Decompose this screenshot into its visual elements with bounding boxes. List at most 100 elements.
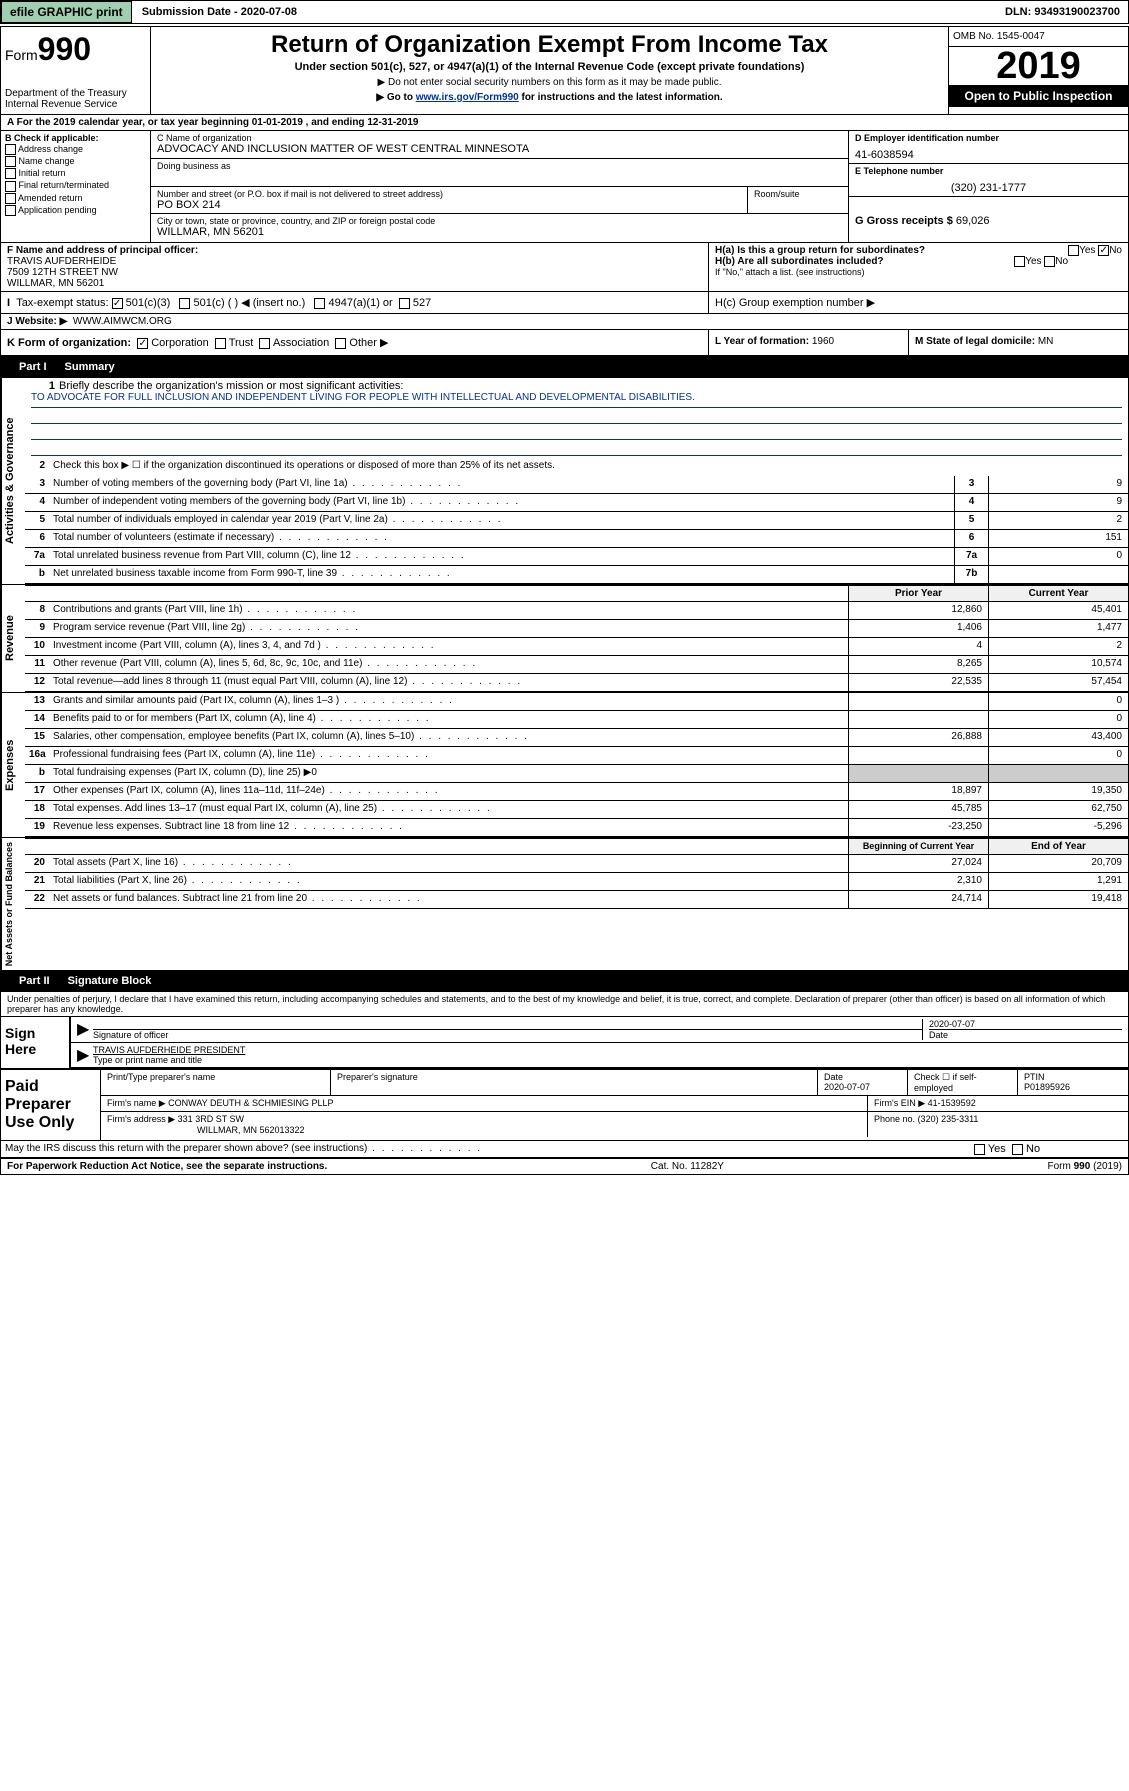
irs-link[interactable]: www.irs.gov/Form990 xyxy=(416,92,519,103)
dba-row: Doing business as xyxy=(151,159,848,187)
form-header: Form990 Department of the Treasury Inter… xyxy=(1,27,1128,115)
table-row: 20Total assets (Part X, line 16)27,02420… xyxy=(25,855,1128,873)
chk-final-return[interactable]: Final return/terminated xyxy=(5,180,146,191)
signature-arrow-icon: ▶ xyxy=(77,1019,93,1040)
mission-text: TO ADVOCATE FOR FULL INCLUSION AND INDEP… xyxy=(31,392,1122,408)
table-row: bTotal fundraising expenses (Part IX, co… xyxy=(25,765,1128,783)
hdr-current-year: Current Year xyxy=(988,586,1128,601)
submission-label: Submission Date - 2020-07-08 xyxy=(134,3,305,21)
table-row: 21Total liabilities (Part X, line 26)2,3… xyxy=(25,873,1128,891)
side-revenue: Revenue xyxy=(1,585,25,692)
chk-app-pending[interactable]: Application pending xyxy=(5,205,146,216)
dept-treasury: Department of the Treasury xyxy=(5,88,146,99)
mission-section: 1Briefly describe the organization's mis… xyxy=(25,378,1128,458)
table-row: 3Number of voting members of the governi… xyxy=(25,476,1128,494)
part1-header: Part ISummary xyxy=(1,356,1128,378)
table-row: 18Total expenses. Add lines 13–17 (must … xyxy=(25,801,1128,819)
discuss-with-preparer: May the IRS discuss this return with the… xyxy=(1,1141,968,1157)
table-row: bNet unrelated business taxable income f… xyxy=(25,566,1128,584)
pra-notice: For Paperwork Reduction Act Notice, see … xyxy=(7,1161,327,1172)
cat-no: Cat. No. 11282Y xyxy=(651,1161,724,1172)
hdr-end-year: End of Year xyxy=(988,839,1128,854)
preparer-name: Print/Type preparer's name xyxy=(101,1070,331,1095)
table-row: 16aProfessional fundraising fees (Part I… xyxy=(25,747,1128,765)
firm-ein: Firm's EIN ▶ 41-1539592 xyxy=(868,1096,1128,1111)
efile-button[interactable]: efile GRAPHIC print xyxy=(1,1,132,23)
chk-address-change[interactable]: Address change xyxy=(5,144,146,155)
side-expenses: Expenses xyxy=(1,693,25,837)
principal-officer: F Name and address of principal officer:… xyxy=(1,243,708,291)
firm-name: Firm's name ▶ CONWAY DEUTH & SCHMIESING … xyxy=(101,1096,868,1111)
tax-year: 2019 xyxy=(949,47,1128,85)
state-domicile: M State of legal domicile: MN xyxy=(908,330,1128,355)
year-formation: L Year of formation: 1960 xyxy=(708,330,908,355)
form-title: Return of Organization Exempt From Incom… xyxy=(155,31,944,59)
row-a-period: A For the 2019 calendar year, or tax yea… xyxy=(1,115,1128,131)
gross-receipts: G Gross receipts $ 69,026 xyxy=(849,197,1128,229)
table-row: 12Total revenue—add lines 8 through 11 (… xyxy=(25,674,1128,692)
form-number: Form990 xyxy=(5,31,146,68)
table-row: 13Grants and similar amounts paid (Part … xyxy=(25,693,1128,711)
table-row: 11Other revenue (Part VIII, column (A), … xyxy=(25,656,1128,674)
table-row: 14Benefits paid to or for members (Part … xyxy=(25,711,1128,729)
ptin: PTINP01895926 xyxy=(1018,1070,1128,1095)
section-b-checkboxes: B Check if applicable: Address change Na… xyxy=(1,131,151,242)
firm-address: Firm's address ▶ 331 3RD ST SWWILLMAR, M… xyxy=(101,1112,868,1137)
self-employed-check: Check ☐ if self-employed xyxy=(908,1070,1018,1095)
chk-corporation[interactable] xyxy=(137,338,148,349)
org-name-row: C Name of organization ADVOCACY AND INCL… xyxy=(151,131,848,159)
omb-number: OMB No. 1545-0047 xyxy=(949,27,1128,47)
table-row: 10Investment income (Part VIII, column (… xyxy=(25,638,1128,656)
city-row: City or town, state or province, country… xyxy=(151,214,848,242)
sign-here-label: Sign Here xyxy=(1,1017,71,1068)
discuss-no[interactable] xyxy=(1012,1144,1023,1155)
chk-501c3[interactable] xyxy=(112,298,123,309)
preparer-signature: Preparer's signature xyxy=(331,1070,818,1095)
table-row: 17Other expenses (Part IX, column (A), l… xyxy=(25,783,1128,801)
form-of-org: K Form of organization: Corporation Trus… xyxy=(1,330,708,355)
signature-date: 2020-07-07Date xyxy=(922,1019,1122,1040)
irs-label: Internal Revenue Service xyxy=(5,99,146,110)
discuss-yes[interactable] xyxy=(974,1144,985,1155)
chk-initial-return[interactable]: Initial return xyxy=(5,168,146,179)
section-h: H(a) Is this a group return for subordin… xyxy=(708,243,1128,291)
chk-amended[interactable]: Amended return xyxy=(5,193,146,204)
hdr-prior-year: Prior Year xyxy=(848,586,988,601)
website-row: J Website: ▶ WWW.AIMWCM.ORG xyxy=(1,314,1128,330)
tax-exempt-status: I Tax-exempt status: 501(c)(3) 501(c) ( … xyxy=(1,292,708,313)
chk-name-change[interactable]: Name change xyxy=(5,156,146,167)
top-toolbar: efile GRAPHIC print Submission Date - 20… xyxy=(0,0,1129,24)
hdr-beginning: Beginning of Current Year xyxy=(848,839,988,854)
table-row: 9Program service revenue (Part VIII, lin… xyxy=(25,620,1128,638)
table-row: 22Net assets or fund balances. Subtract … xyxy=(25,891,1128,909)
side-governance: Activities & Governance xyxy=(1,378,25,584)
paid-preparer-label: Paid Preparer Use Only xyxy=(1,1070,101,1140)
street-address: Number and street (or P.O. box if mail i… xyxy=(151,187,748,213)
table-row: 7aTotal unrelated business revenue from … xyxy=(25,548,1128,566)
dln: DLN: 93493190023700 xyxy=(997,3,1128,21)
firm-phone: Phone no. (320) 235-3311 xyxy=(868,1112,1128,1137)
table-row: 15Salaries, other compensation, employee… xyxy=(25,729,1128,747)
goto-note: ▶ Go to www.irs.gov/Form990 for instruct… xyxy=(155,92,944,103)
org-name: ADVOCACY AND INCLUSION MATTER OF WEST CE… xyxy=(157,143,842,155)
ein-row: D Employer identification number 41-6038… xyxy=(849,131,1128,164)
table-row: 19Revenue less expenses. Subtract line 1… xyxy=(25,819,1128,837)
part2-header: Part IISignature Block xyxy=(1,970,1128,992)
signature-declaration: Under penalties of perjury, I declare th… xyxy=(1,992,1128,1016)
form-ref: Form 990 (2019) xyxy=(1048,1161,1122,1172)
officer-signature: Signature of officer xyxy=(93,1019,922,1040)
table-row: 5Total number of individuals employed in… xyxy=(25,512,1128,530)
room-suite: Room/suite xyxy=(748,187,848,213)
table-row: 6Total number of volunteers (estimate if… xyxy=(25,530,1128,548)
table-row: 8Contributions and grants (Part VIII, li… xyxy=(25,602,1128,620)
form-subtitle: Under section 501(c), 527, or 4947(a)(1)… xyxy=(155,61,944,73)
name-arrow-icon: ▶ xyxy=(77,1045,93,1065)
ssn-note: ▶ Do not enter social security numbers o… xyxy=(155,77,944,88)
group-exemption: H(c) Group exemption number ▶ xyxy=(708,292,1128,313)
preparer-date: Date2020-07-07 xyxy=(818,1070,908,1095)
officer-name: TRAVIS AUFDERHEIDE PRESIDENTType or prin… xyxy=(93,1045,1122,1065)
table-row: 4Number of independent voting members of… xyxy=(25,494,1128,512)
side-netassets: Net Assets or Fund Balances xyxy=(1,838,25,970)
open-to-public: Open to Public Inspection xyxy=(949,85,1128,107)
telephone-row: E Telephone number (320) 231-1777 xyxy=(849,164,1128,197)
